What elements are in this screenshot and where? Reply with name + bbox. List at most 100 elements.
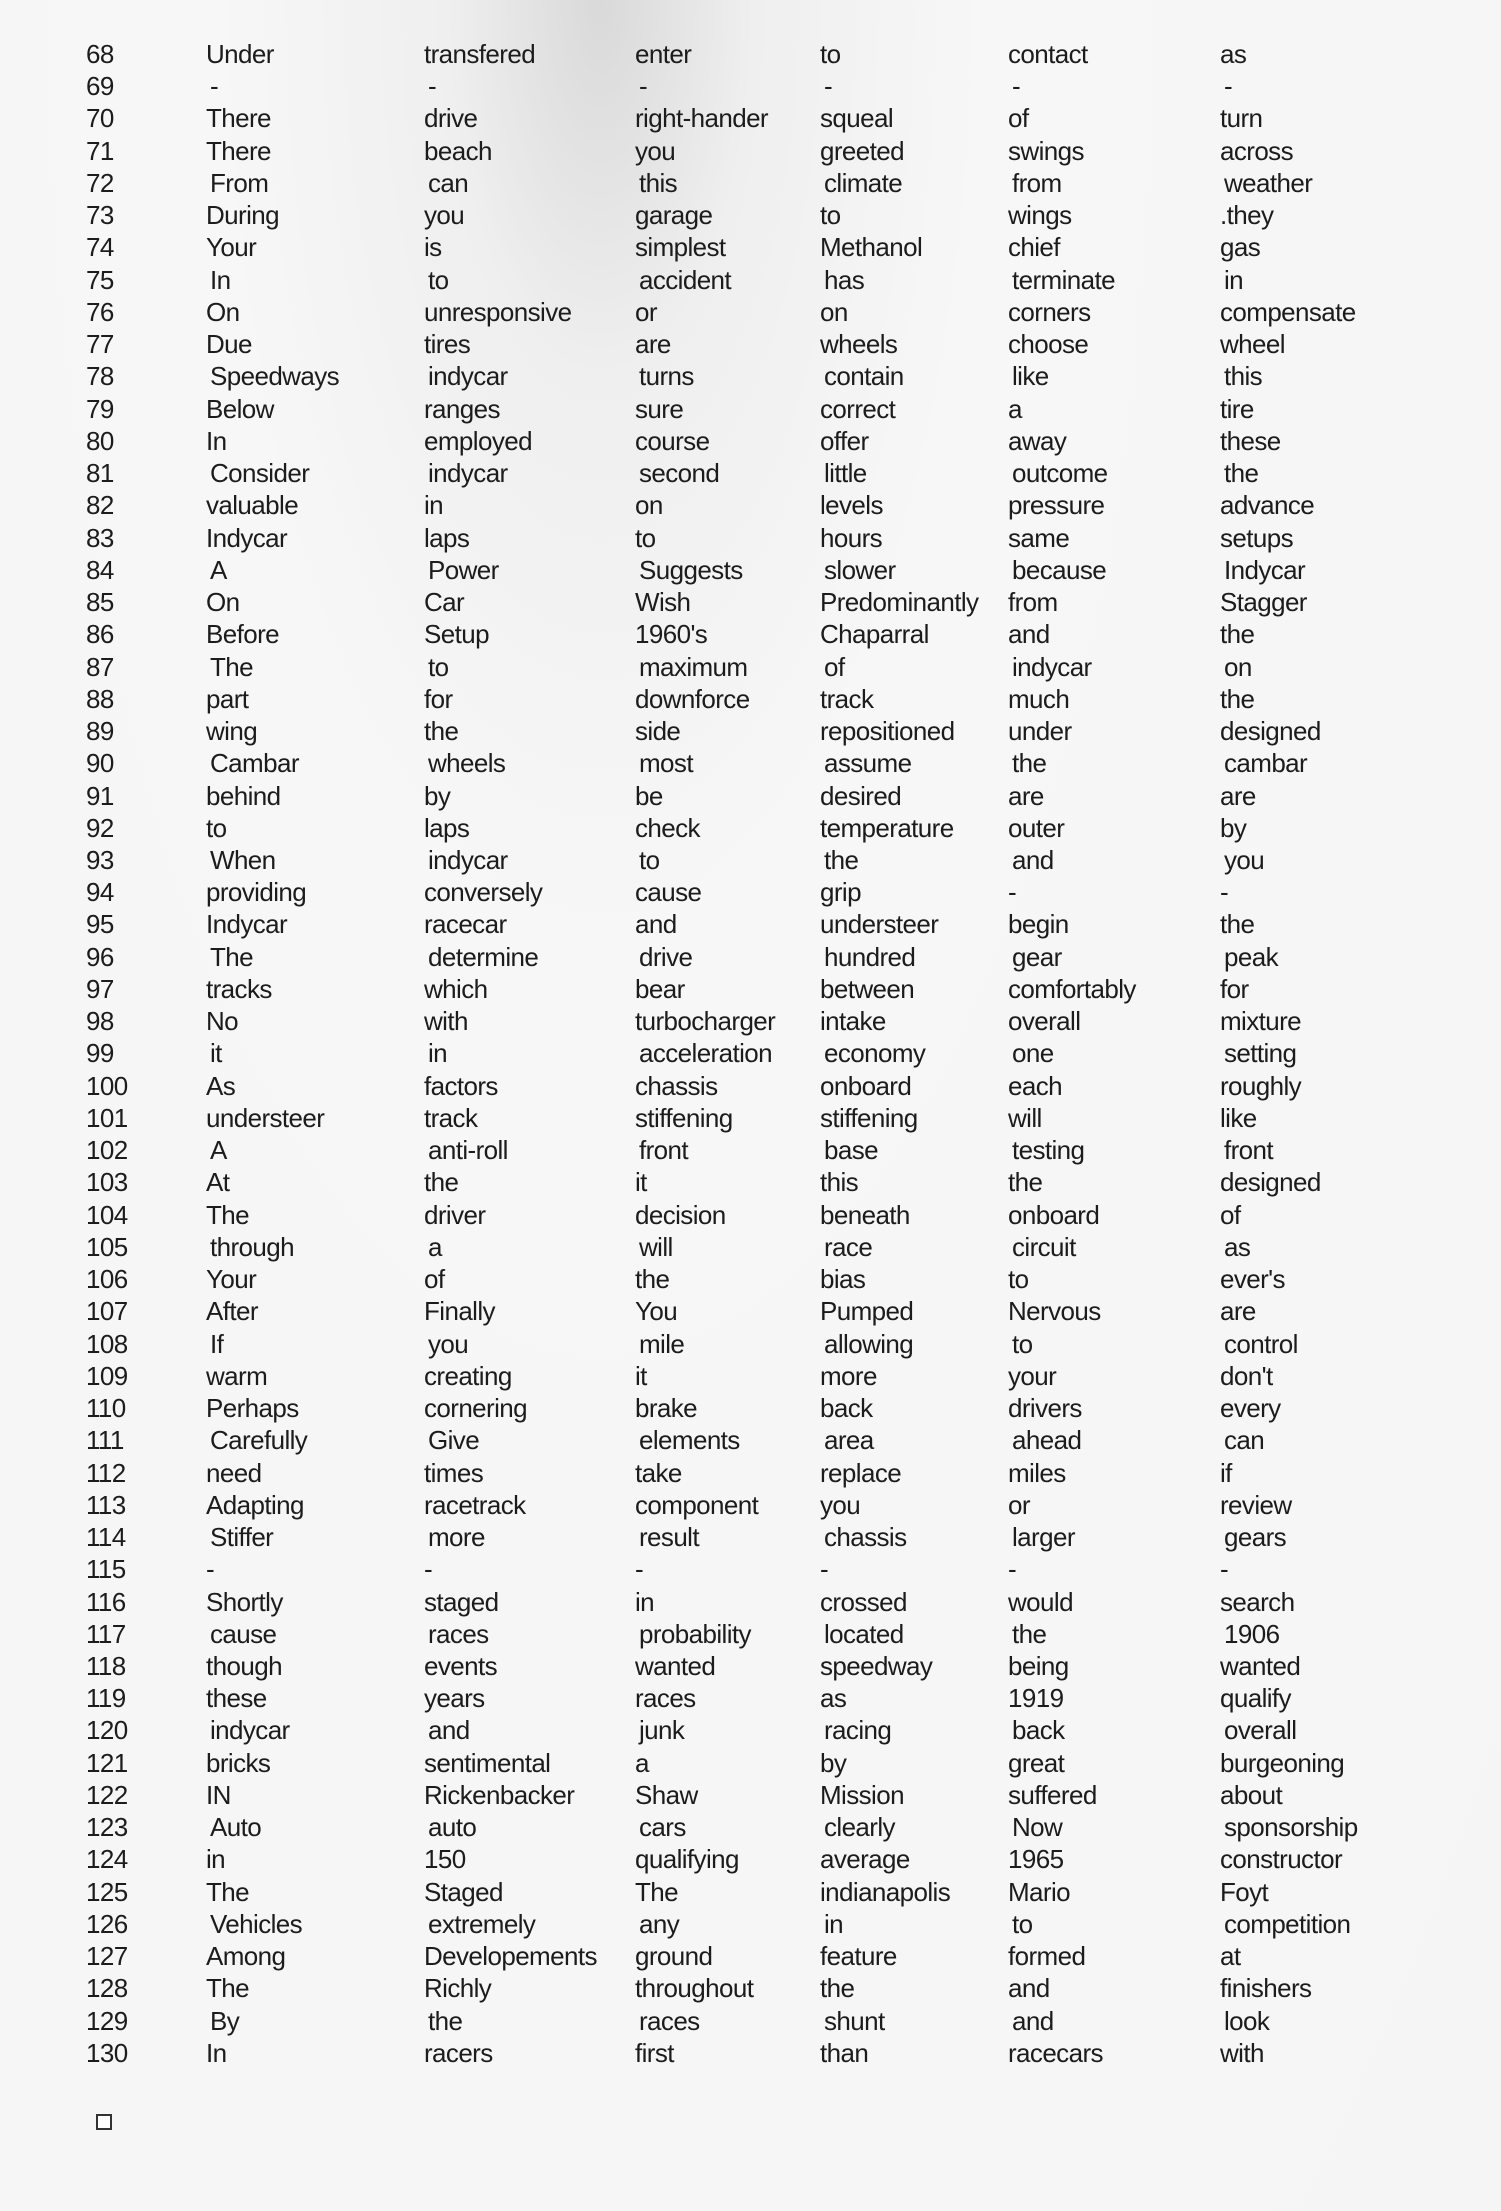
word-cell: ranges xyxy=(424,393,501,424)
word-cell: on xyxy=(1224,651,1252,682)
row-number: 97 xyxy=(86,973,114,1004)
table-row: 104 The driver decision beneath onboard of xyxy=(0,1199,1501,1231)
word-cell: from xyxy=(1008,587,1058,618)
word-cell: the xyxy=(1012,1618,1047,1649)
word-cell: great xyxy=(1008,1747,1065,1778)
word-cell: - xyxy=(635,1554,644,1585)
table-row: 97 tracks which bear between comfortably for xyxy=(0,973,1501,1005)
word-cell: you xyxy=(428,1328,469,1359)
word-cell: drivers xyxy=(1008,1393,1082,1424)
table-row: 85 On Car Wish Predominantly from Stagger xyxy=(0,586,1501,618)
row-number: 84 xyxy=(86,554,114,585)
word-cell: Indycar xyxy=(1224,554,1306,585)
word-cell: in xyxy=(206,1844,226,1875)
word-cell: onboard xyxy=(1008,1199,1100,1230)
table-row: 99 it in acceleration economy one setting xyxy=(0,1037,1501,1069)
word-cell: elements xyxy=(639,1425,740,1456)
word-cell: Shaw xyxy=(635,1779,698,1810)
word-cell: acceleration xyxy=(639,1038,773,1069)
word-cell: can xyxy=(1224,1425,1265,1456)
word-cell: testing xyxy=(1012,1135,1085,1166)
row-number: 87 xyxy=(86,651,114,682)
row-number: 113 xyxy=(86,1489,126,1520)
word-cell: On xyxy=(206,296,240,327)
table-row: 78 Speedways indycar turns contain like this xyxy=(0,360,1501,392)
word-cell: weather xyxy=(1224,167,1313,198)
word-cell: like xyxy=(1220,1102,1257,1133)
word-cell: tire xyxy=(1220,393,1254,424)
row-number: 105 xyxy=(86,1231,128,1262)
word-cell: to xyxy=(428,651,449,682)
word-cell: contact xyxy=(1008,39,1088,69)
word-cell: of xyxy=(424,1264,445,1295)
word-cell: The xyxy=(206,1199,250,1230)
word-cell: transfered xyxy=(424,39,536,69)
word-cell: factors xyxy=(424,1070,498,1101)
table-row: 123 Auto auto cars clearly Now sponsorship xyxy=(0,1811,1501,1843)
word-cell: at xyxy=(1220,1941,1241,1972)
word-cell: brake xyxy=(635,1393,698,1424)
word-cell: Cambar xyxy=(210,748,299,779)
word-cell: - xyxy=(424,1554,433,1585)
table-row: 68 Under transfered enter to contact as xyxy=(0,38,1501,70)
table-row: 100 As factors chassis onboard each roughly xyxy=(0,1070,1501,1102)
word-cell: wing xyxy=(206,716,258,747)
word-cell: begin xyxy=(1008,909,1069,940)
word-cell: 1960's xyxy=(635,619,708,650)
word-cell: Speedways xyxy=(210,361,340,392)
word-cell: overall xyxy=(1224,1715,1297,1746)
word-cell: warm xyxy=(206,1360,268,1391)
word-cell: climate xyxy=(824,167,903,198)
word-cell: search xyxy=(1220,1586,1295,1617)
word-cell: drive xyxy=(639,941,693,972)
word-cell: as xyxy=(820,1683,847,1714)
word-cell: as xyxy=(1220,39,1247,69)
word-cell: being xyxy=(1008,1651,1069,1681)
word-cell: you xyxy=(635,135,676,166)
checkbox[interactable] xyxy=(96,2114,112,2130)
word-cell: turbocharger xyxy=(635,1006,776,1037)
word-cell: second xyxy=(639,458,720,489)
word-cell: is xyxy=(424,232,442,263)
word-cell: temperature xyxy=(820,812,954,843)
row-number: 120 xyxy=(86,1715,128,1746)
word-cell: by xyxy=(424,780,451,811)
word-cell: bricks xyxy=(206,1747,271,1778)
word-cell: squeal xyxy=(820,103,894,134)
word-cell: are xyxy=(1220,780,1256,811)
word-cell: Indycar xyxy=(206,909,288,940)
table-row: 82 valuable in on levels pressure advance xyxy=(0,489,1501,521)
row-number: 127 xyxy=(86,1941,128,1972)
row-number: 102 xyxy=(86,1135,128,1166)
word-cell: constructor xyxy=(1220,1844,1343,1875)
word-cell: average xyxy=(820,1844,910,1875)
word-cell: suffered xyxy=(1008,1779,1097,1810)
word-cell: - xyxy=(428,71,437,102)
word-cell: competition xyxy=(1224,1908,1351,1939)
row-number: 90 xyxy=(86,748,114,779)
word-cell: indianapolis xyxy=(820,1876,951,1907)
table-row: 93 When indycar to the and you xyxy=(0,844,1501,876)
table-row: 81 Consider indycar second little outcome the xyxy=(0,457,1501,489)
table-row: 128 The Richly throughout the and finishers xyxy=(0,1972,1501,2004)
word-cell: Adapting xyxy=(206,1489,304,1520)
word-cell: If xyxy=(210,1328,224,1359)
word-cell: from xyxy=(1012,167,1062,198)
row-number: 109 xyxy=(86,1360,128,1391)
table-row: 109 warm creating it more your don't xyxy=(0,1360,1501,1392)
row-number: 78 xyxy=(86,361,114,392)
word-cell: chief xyxy=(1008,232,1061,263)
word-cell: Mission xyxy=(820,1779,905,1810)
word-cell: swings xyxy=(1008,135,1084,166)
table-row: 117 cause races probability located the 1906 xyxy=(0,1618,1501,1650)
word-cell: simplest xyxy=(635,232,726,263)
word-cell: and xyxy=(1012,2005,1054,2036)
word-cell: correct xyxy=(820,393,896,424)
word-cell: any xyxy=(639,1908,680,1939)
word-cell: anti-roll xyxy=(428,1135,508,1166)
word-cell: take xyxy=(635,1457,682,1488)
word-cell: wheels xyxy=(820,329,898,360)
word-cell: first xyxy=(635,2037,674,2068)
word-cell: need xyxy=(206,1457,262,1488)
table-row: 95 Indycar racecar and understeer begin the xyxy=(0,908,1501,940)
